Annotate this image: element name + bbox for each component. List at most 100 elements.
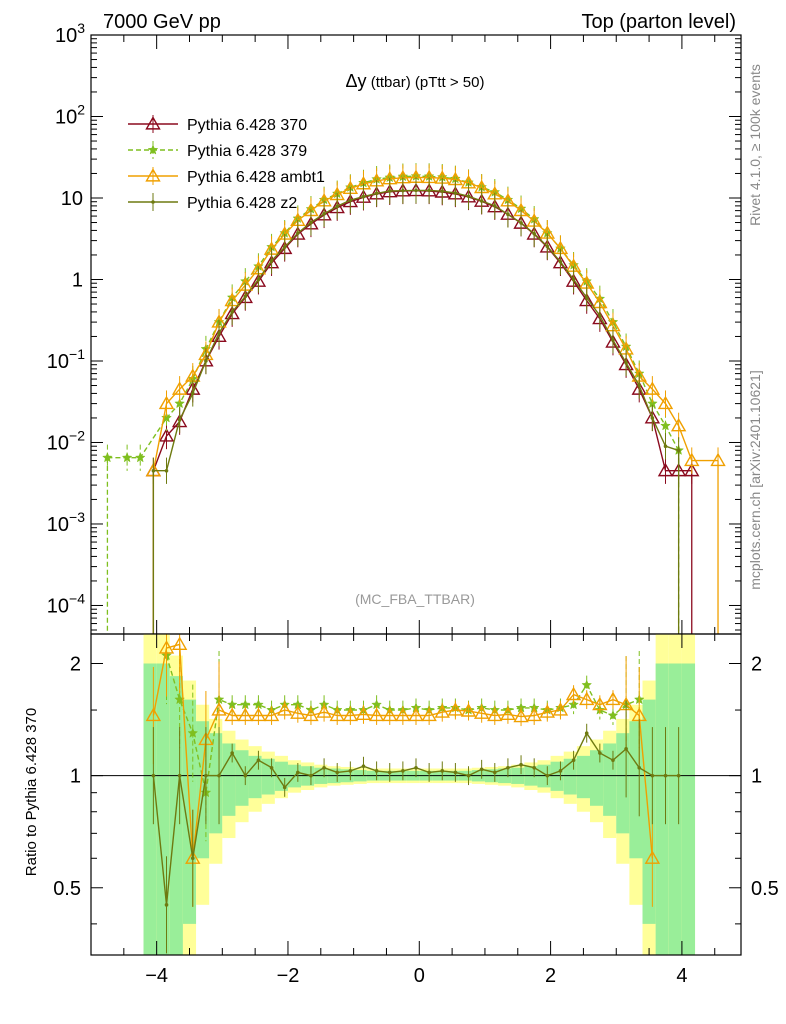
ratio-point [466,773,471,778]
data-point [558,259,563,264]
ratio-point [151,773,156,778]
data-point [479,199,484,203]
ratio-point [237,707,253,722]
series-0-main [145,177,700,634]
ratio-point [329,707,345,722]
mcplots-label: mcplots.cern.ch [arXiv:2401.10621] [747,370,763,589]
ratio-point [519,762,523,767]
ratio-point [296,770,300,775]
y-tick-label: 10−4 [47,590,85,617]
ratio-y-tick-label: 1 [70,766,81,788]
chart-title-rest: (ttbar) (pTtt > 50) [367,74,485,91]
legend: Pythia 6.428 370 Pythia 6.428 379 Pythia 6… [128,115,325,212]
ratio-point [434,704,450,718]
band-inner-segment [589,750,604,806]
band-inner-segment [261,758,275,795]
series-2-ratio [145,634,661,907]
ratio-y-axis-label: Ratio to Pythia 6.428 370 [23,708,40,876]
band-inner-segment [209,733,223,834]
ratio-point [487,707,503,722]
ratio-point [513,708,529,723]
data-point [453,191,458,195]
data-point [387,189,392,193]
ratio-y-axis: 0.5 0.5 1 1 2 2 [53,653,779,925]
ratio-point [500,706,516,720]
data-point [282,245,287,249]
legend-label: Pythia 6.428 379 [187,143,307,160]
ratio-point [607,709,619,721]
series-2-main [145,164,726,634]
data-point [361,194,366,199]
ratio-point [401,769,405,773]
ratio-point [361,764,366,769]
band-inner-segment [248,755,262,799]
ratio-point [395,707,411,722]
ratio-point [243,773,248,778]
band-inner-segment [156,663,170,955]
ratio-point [644,850,661,864]
ratio-point [204,773,208,778]
legend-label: Pythia 6.428 ambt1 [187,169,325,186]
ratio-point [663,773,668,778]
ratio-y-tick-label-right: 2 [751,653,762,675]
ratio-point [473,705,490,719]
band-inner-segment [603,743,617,816]
band-inner-segment [655,663,669,955]
legend-item: Pythia 6.428 379 [128,141,307,160]
series-line [107,175,680,459]
data-point [414,188,418,193]
ratio-point [492,770,497,775]
data-point [348,198,353,202]
ratio-point [290,705,306,719]
ratio-point [650,773,655,778]
data-point [660,420,671,431]
data-point [171,381,188,395]
data-point [611,338,615,342]
data-point [134,452,146,463]
y-tick-label: 103 [55,20,85,47]
ratio-y-tick-label: 2 [70,653,81,675]
x-tick-label: −4 [145,965,168,987]
data-point [532,231,536,236]
ratio-point [565,686,582,701]
y-tick-label: 102 [55,101,85,128]
watermark: (MC_FBA_TTBAR) [355,591,475,607]
ratio-point [309,773,313,778]
ratio-point [145,707,162,722]
data-point [121,452,133,463]
chart-title: Δy (ttbar) (pTtt > 50) [346,71,485,91]
data-point [624,361,628,365]
ratio-y-tick-label-right: 1 [751,766,762,788]
ratio-point [558,769,563,773]
x-tick-label: −2 [277,965,300,987]
data-point [204,359,208,363]
ratio-point [427,770,431,775]
data-point [269,258,274,263]
data-point [684,452,700,467]
ratio-point [303,707,319,722]
data-point [158,395,175,410]
ratio-point [374,769,379,773]
data-point [177,417,182,422]
ratio-point [584,731,589,735]
series-3-main [151,177,681,634]
y-tick-label: 10−2 [47,427,85,454]
band-inner-segment [576,755,590,799]
ratio-point [624,747,628,751]
ratio-point [355,706,372,720]
ratio-point [545,773,550,778]
data-point [161,412,172,423]
band-inner-segment [629,721,643,859]
ratio-point [276,702,293,716]
ratio-point [539,704,556,718]
ratio-point [368,707,385,722]
ratio-point [211,702,227,716]
legend-item: Pythia 6.428 z2 [128,193,297,212]
ratio-point [217,773,221,778]
data-point [335,204,340,209]
x-tick-label: 2 [545,965,556,987]
ratio-point [256,758,261,763]
ratio-point [440,769,445,773]
data-point [230,310,234,314]
